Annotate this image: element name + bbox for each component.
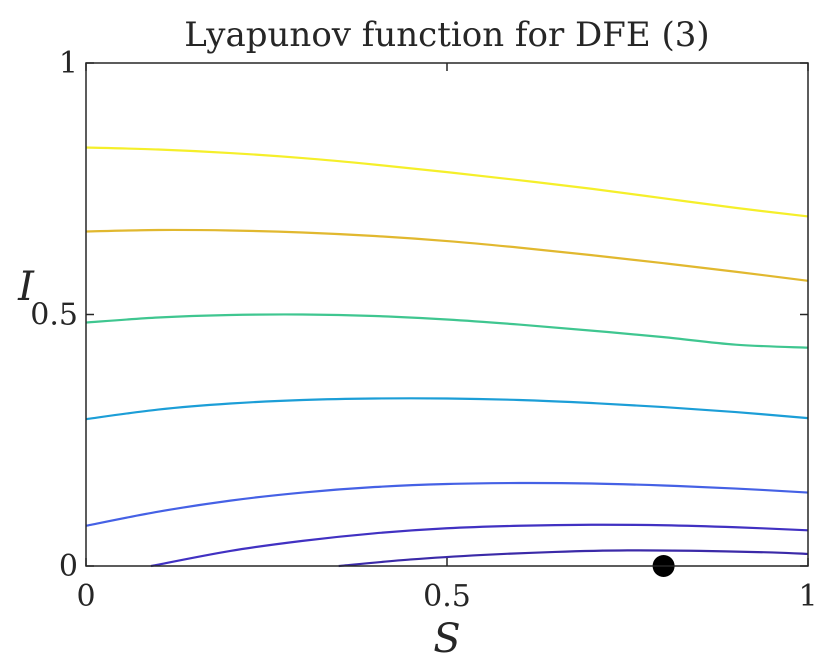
x-axis-label: S — [433, 616, 460, 662]
y-tick-label: 0.5 — [30, 298, 78, 333]
chart-title: Lyapunov function for DFE (3) — [184, 15, 709, 55]
contour-line-level-2 — [150, 523, 809, 568]
y-tick-label: 0 — [59, 549, 78, 584]
contour-line-level-6 — [85, 228, 809, 282]
plot-area-frame — [85, 62, 809, 567]
contour-line-level-4 — [85, 397, 809, 421]
contour-lines — [85, 146, 809, 568]
axis-ticks: 0 0.5 1 0 0.5 1 — [30, 46, 817, 614]
contour-line-level-5 — [85, 313, 809, 349]
contour-line-level-1 — [338, 549, 809, 568]
contour-line-level-7 — [85, 146, 809, 218]
x-tick-label: 0.5 — [423, 579, 471, 614]
x-tick-label: 1 — [798, 579, 817, 614]
x-tick-label: 0 — [76, 579, 95, 614]
y-tick-label: 1 — [59, 46, 78, 81]
y-axis-label: I — [17, 264, 35, 310]
contour-line-level-3 — [85, 481, 809, 527]
